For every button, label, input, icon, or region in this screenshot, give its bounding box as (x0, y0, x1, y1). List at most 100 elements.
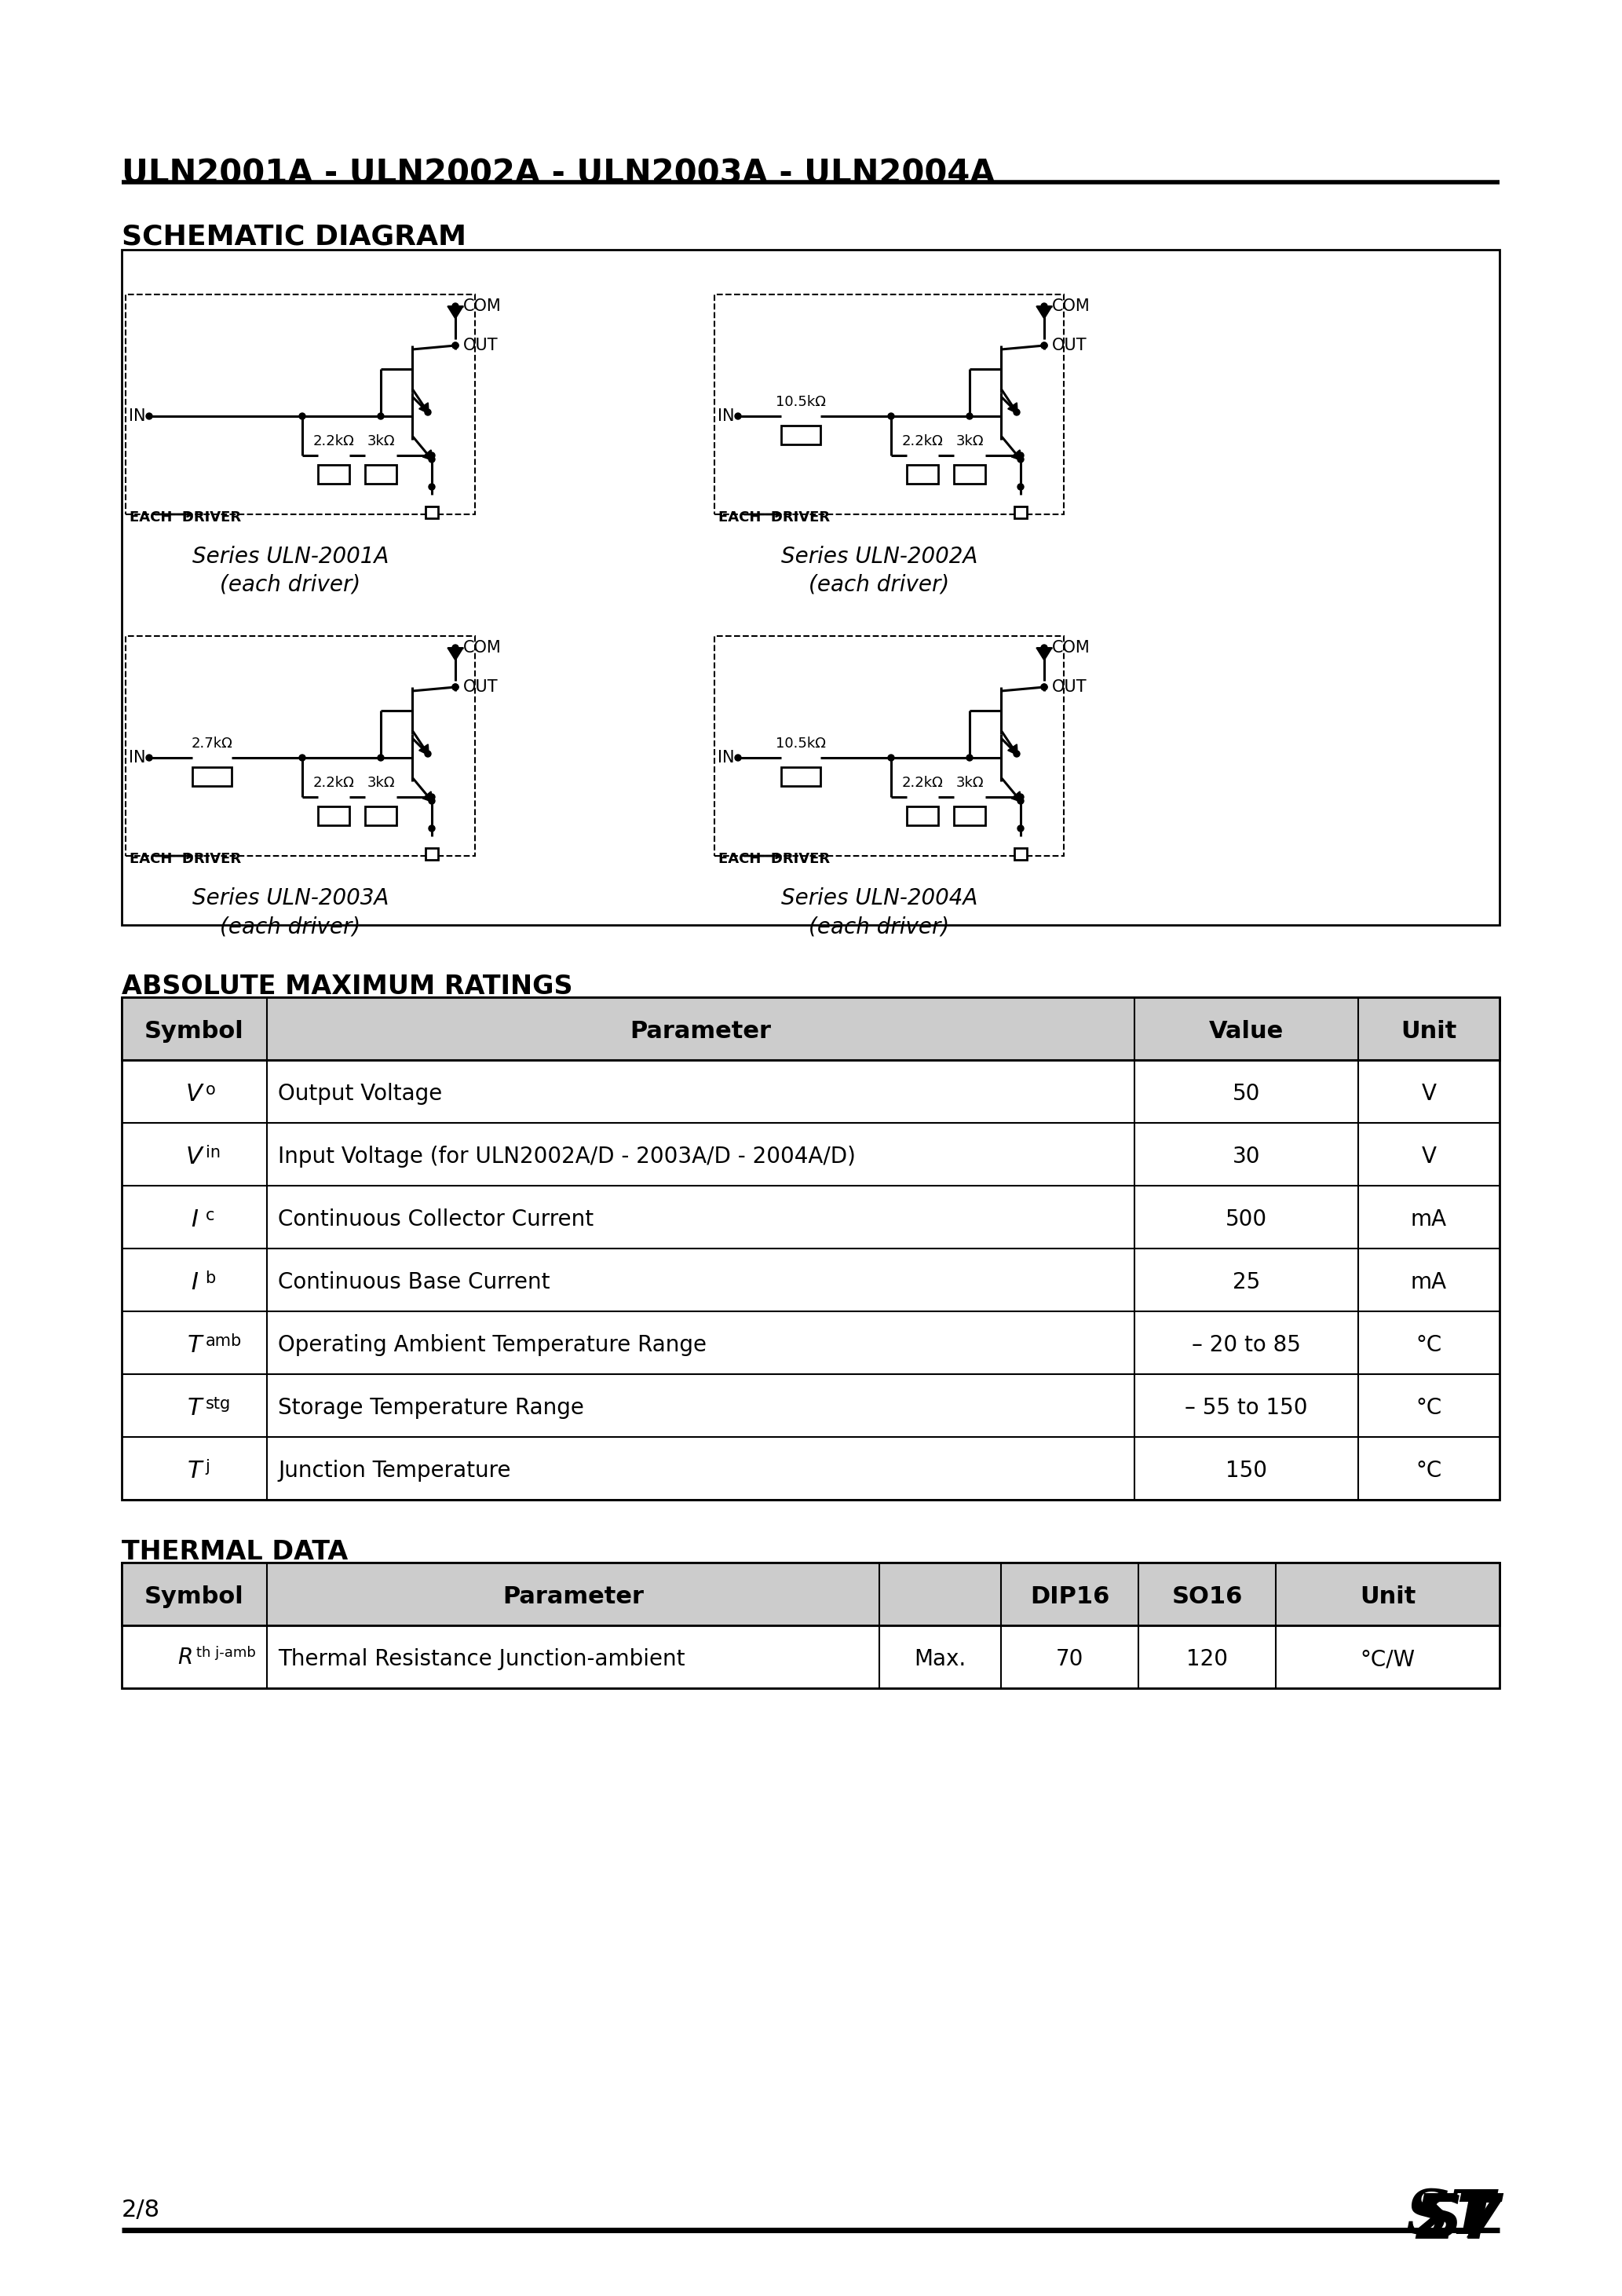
Bar (318, 806, 349, 824)
Text: 2.2kΩ: 2.2kΩ (313, 776, 354, 790)
Bar (907, 806, 938, 824)
Text: SCHEMATIC DIAGRAM: SCHEMATIC DIAGRAM (122, 223, 467, 250)
Circle shape (428, 794, 435, 799)
Circle shape (378, 755, 384, 760)
Text: 2.7kΩ: 2.7kΩ (191, 737, 232, 751)
Text: 10.5kΩ: 10.5kΩ (775, 395, 826, 409)
Circle shape (735, 755, 741, 760)
Text: Output Voltage: Output Voltage (277, 1084, 443, 1104)
Text: ABSOLUTE MAXIMUM RATINGS: ABSOLUTE MAXIMUM RATINGS (122, 974, 573, 999)
Text: COM: COM (464, 641, 501, 657)
Text: 50: 50 (1233, 1084, 1260, 1104)
Text: Symbol: Symbol (144, 1584, 243, 1607)
FancyArrow shape (418, 402, 428, 413)
Text: R: R (178, 1646, 193, 1669)
Text: Operating Ambient Temperature Range: Operating Ambient Temperature Range (277, 1334, 707, 1357)
Text: 3kΩ: 3kΩ (955, 776, 983, 790)
Text: amb: amb (206, 1334, 242, 1350)
Circle shape (1041, 303, 1048, 310)
Bar (954, 806, 985, 824)
Circle shape (1041, 684, 1048, 691)
Polygon shape (1036, 305, 1053, 319)
Circle shape (425, 409, 431, 416)
Text: EACH  DRIVER: EACH DRIVER (719, 510, 830, 523)
Text: – 20 to 85: – 20 to 85 (1192, 1334, 1301, 1357)
Circle shape (453, 342, 459, 349)
Text: 30: 30 (1233, 1146, 1260, 1169)
Circle shape (453, 684, 459, 691)
Text: IN: IN (717, 751, 735, 765)
Bar (782, 767, 821, 785)
Circle shape (967, 755, 973, 760)
Text: Parameter: Parameter (503, 1584, 644, 1607)
Text: (each driver): (each driver) (809, 574, 949, 597)
Bar (365, 806, 396, 824)
Circle shape (428, 457, 435, 461)
Text: SO16: SO16 (1171, 1584, 1242, 1607)
FancyArrow shape (1012, 792, 1022, 801)
Text: IN: IN (717, 409, 735, 425)
Text: th j-amb: th j-amb (196, 1646, 255, 1660)
FancyArrow shape (423, 450, 433, 461)
Text: °C: °C (1416, 1396, 1442, 1419)
Text: Series ULN-2003A: Series ULN-2003A (191, 886, 389, 909)
Bar (122, 1564, 1499, 1626)
Text: I: I (191, 1272, 198, 1293)
Circle shape (298, 413, 305, 420)
Bar (782, 425, 821, 445)
Text: Unit: Unit (1401, 1019, 1457, 1042)
Circle shape (428, 452, 435, 459)
Text: mA: mA (1411, 1208, 1447, 1231)
Text: COM: COM (464, 298, 501, 315)
Circle shape (1041, 342, 1048, 349)
Bar (1014, 847, 1027, 859)
FancyArrow shape (418, 744, 428, 755)
Polygon shape (448, 647, 464, 661)
Text: S7: S7 (1421, 2193, 1504, 2250)
Text: 2.2kΩ: 2.2kΩ (313, 434, 354, 448)
Circle shape (887, 413, 894, 420)
Text: Continuous Collector Current: Continuous Collector Current (277, 1208, 594, 1231)
Text: 3kΩ: 3kΩ (367, 776, 394, 790)
Text: T: T (187, 1396, 201, 1419)
Bar (122, 996, 1499, 1061)
Text: (each driver): (each driver) (221, 916, 360, 937)
FancyArrow shape (423, 792, 433, 801)
Text: Thermal Resistance Junction-ambient: Thermal Resistance Junction-ambient (277, 1649, 684, 1669)
Text: OUT: OUT (1053, 680, 1087, 696)
Bar (125, 294, 475, 514)
Text: 10.5kΩ: 10.5kΩ (775, 737, 826, 751)
Circle shape (453, 303, 459, 310)
Bar (425, 847, 438, 859)
Text: 25: 25 (1233, 1272, 1260, 1293)
Text: V: V (1421, 1084, 1437, 1104)
Circle shape (1014, 409, 1020, 416)
Bar (122, 250, 1499, 925)
Circle shape (735, 413, 741, 420)
Text: 70: 70 (1056, 1649, 1083, 1669)
Circle shape (378, 413, 384, 420)
Text: Storage Temperature Range: Storage Temperature Range (277, 1396, 584, 1419)
Circle shape (887, 755, 894, 760)
Bar (365, 464, 396, 484)
Text: Series ULN-2001A: Series ULN-2001A (191, 546, 389, 567)
Text: OUT: OUT (464, 680, 498, 696)
Bar (318, 464, 349, 484)
Bar (714, 636, 1064, 856)
Circle shape (146, 413, 152, 420)
Circle shape (428, 797, 435, 804)
Text: 120: 120 (1186, 1649, 1228, 1669)
Text: Series ULN-2002A: Series ULN-2002A (782, 546, 978, 567)
Circle shape (1017, 797, 1023, 804)
Text: Junction Temperature: Junction Temperature (277, 1460, 511, 1481)
Text: 150: 150 (1226, 1460, 1267, 1481)
Text: OUT: OUT (464, 338, 498, 354)
Text: IN: IN (128, 409, 146, 425)
Text: °C/W: °C/W (1361, 1649, 1414, 1669)
Text: (each driver): (each driver) (221, 574, 360, 597)
Text: °C: °C (1416, 1334, 1442, 1357)
Text: EACH  DRIVER: EACH DRIVER (130, 852, 242, 866)
Bar (714, 294, 1064, 514)
Text: DIP16: DIP16 (1030, 1584, 1109, 1607)
Polygon shape (1036, 647, 1053, 661)
